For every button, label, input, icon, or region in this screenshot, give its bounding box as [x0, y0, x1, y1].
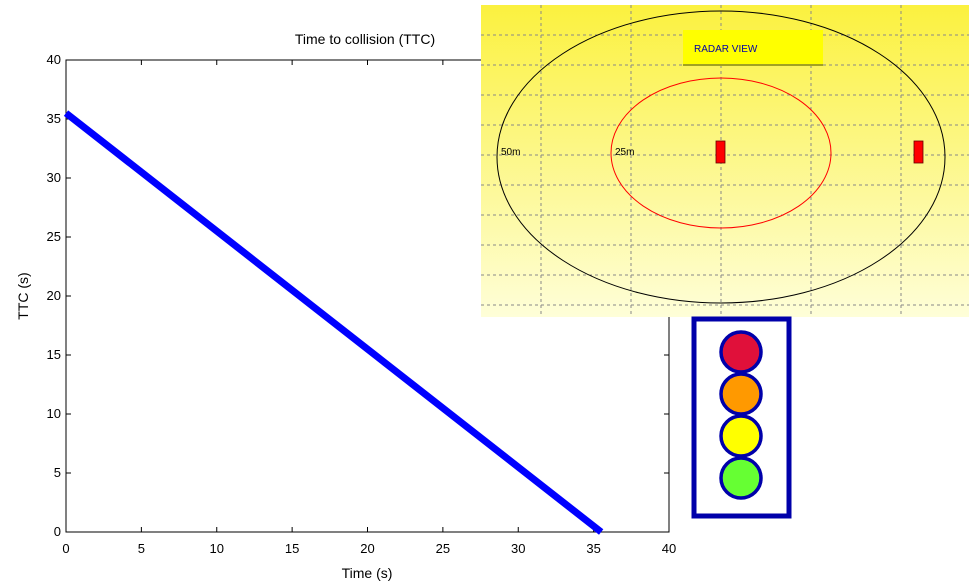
x-tick-label: 15: [285, 541, 299, 556]
radar-title-box: [683, 30, 823, 66]
radar-title: RADAR VIEW: [694, 44, 758, 55]
lamp-green: [719, 456, 763, 500]
radar-view: RADAR VIEW 50m 25m: [481, 5, 969, 317]
y-tick-label: 0: [54, 524, 61, 539]
y-tick-label: 5: [54, 465, 61, 480]
lamp-yellow: [719, 414, 763, 458]
x-tick-label: 5: [138, 541, 145, 556]
inner-range-ring: [610, 77, 832, 229]
chart-title: Time to collision (TTC): [295, 31, 435, 47]
x-axis: 0 5 10 15 20 25 30 35 40: [62, 60, 676, 556]
y-tick-label: 35: [47, 111, 61, 126]
x-tick-label: 20: [360, 541, 374, 556]
inner-range-label: 25m: [615, 147, 634, 158]
x-tick-label: 35: [586, 541, 600, 556]
y-tick-label: 15: [47, 347, 61, 362]
y-tick-label: 20: [47, 288, 61, 303]
radar-target-right: [913, 140, 924, 164]
outer-range-label: 50m: [501, 147, 520, 158]
y-tick-label: 25: [47, 229, 61, 244]
x-tick-label: 30: [511, 541, 525, 556]
x-tick-label: 0: [62, 541, 69, 556]
x-tick-label: 40: [662, 541, 676, 556]
traffic-light-lamps: [719, 330, 763, 500]
traffic-light: [691, 316, 792, 519]
y-axis-label: TTC (s): [15, 272, 31, 319]
x-tick-label: 10: [210, 541, 224, 556]
x-tick-label: 25: [436, 541, 450, 556]
outer-range-ring: [496, 10, 946, 304]
y-tick-label: 10: [47, 406, 61, 421]
y-tick-label: 30: [47, 170, 61, 185]
lamp-orange: [719, 372, 763, 416]
radar-target-center: [715, 140, 726, 164]
ttc-series-line: [63, 110, 604, 535]
lamp-red: [719, 330, 763, 374]
y-tick-label: 40: [47, 52, 61, 67]
x-axis-label: Time (s): [342, 565, 393, 581]
series-layer: [63, 110, 604, 535]
